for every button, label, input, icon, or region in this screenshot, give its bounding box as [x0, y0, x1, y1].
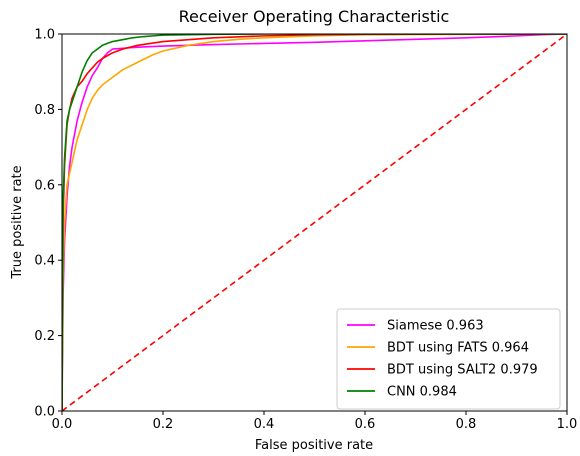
- legend-label-0: Siamese 0.963: [387, 319, 484, 334]
- legend-label-1: BDT using FATS 0.964: [387, 341, 529, 356]
- y-tick-label: 0.0: [34, 405, 55, 420]
- chart-title: Receiver Operating Characteristic: [179, 7, 450, 26]
- x-tick-label: 0.0: [52, 417, 73, 432]
- axes-frame: [61, 33, 568, 412]
- legend-label-2: BDT using SALT2 0.979: [387, 363, 538, 378]
- legend-box: [336, 308, 561, 410]
- series-line-3: [62, 34, 567, 411]
- plot-area: [62, 34, 567, 411]
- reference-diagonal-line: [62, 34, 567, 411]
- series-line-0: [62, 34, 567, 411]
- x-tick-label: 0.6: [355, 417, 376, 432]
- x-tick-label: 0.2: [153, 417, 174, 432]
- y-axis-label: True positive rate: [10, 165, 25, 279]
- y-tick-label: 0.4: [34, 254, 55, 269]
- legend-label-3: CNN 0.984: [387, 385, 457, 400]
- legend: Siamese 0.963 BDT using FATS 0.964 BDT usi…: [336, 308, 561, 410]
- x-axis-label: False positive rate: [255, 438, 373, 452]
- y-tick-label: 0.8: [34, 103, 55, 118]
- x-tick-label: 1.0: [557, 417, 578, 432]
- series-line-1: [62, 34, 567, 411]
- x-tick-label: 0.4: [254, 417, 275, 432]
- axes: 0.0 0.2 0.4 0.6 0.8 1.0 0.0 0.2 0.4 0.6 0.8 1.0: [34, 28, 577, 433]
- y-tick-label: 1.0: [34, 28, 55, 43]
- x-tick-label: 0.8: [456, 417, 477, 432]
- y-tick-label: 0.6: [34, 178, 55, 193]
- y-tick-label: 0.2: [34, 329, 55, 344]
